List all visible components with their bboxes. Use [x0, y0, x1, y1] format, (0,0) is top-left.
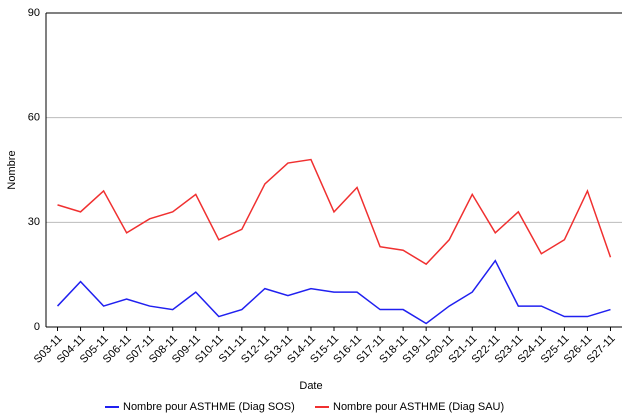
y-tick-label: 90	[28, 7, 40, 19]
y-tick-label: 60	[28, 112, 40, 124]
y-tick-label: 0	[34, 321, 40, 333]
series-line	[57, 158, 612, 266]
legend-label: Nombre pour ASTHME (Diag SOS)	[123, 401, 295, 413]
y-axis-title: Nombre	[6, 150, 18, 189]
legend-label: Nombre pour ASTHME (Diag SAU)	[333, 401, 504, 413]
y-tick-label: 30	[28, 216, 40, 228]
x-axis-title: Date	[299, 380, 322, 392]
series-line	[56, 259, 611, 325]
